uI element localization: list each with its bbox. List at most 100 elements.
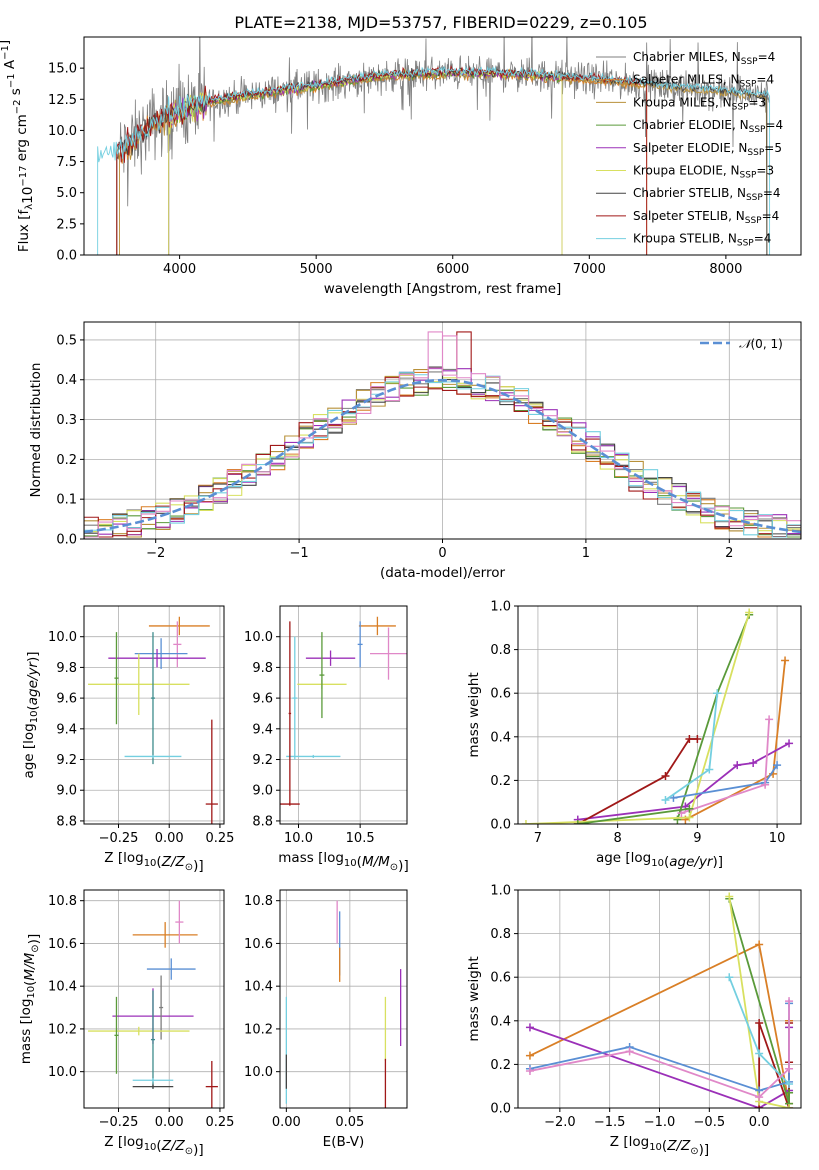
legend-entry: Salpeter MILES, NSSP=4 — [633, 73, 774, 90]
y-tick-label: 10.6 — [48, 937, 77, 952]
plus-marker — [773, 761, 782, 770]
x-tick-label: 0.0 — [749, 1115, 770, 1130]
x-tick-label: 0.25 — [205, 1115, 234, 1130]
legend-entry: Salpeter ELODIE, NSSP=5 — [633, 141, 782, 158]
errorbar-point — [319, 632, 325, 719]
normal-curve — [84, 378, 801, 534]
x-tick-label: 0.00 — [272, 1115, 301, 1130]
plot-area — [84, 331, 801, 539]
y-tick-label: 0.8 — [490, 927, 511, 942]
errorbar-point — [150, 632, 156, 765]
plus-marker — [525, 1023, 534, 1032]
x-tick-label: 7000 — [573, 262, 606, 277]
series-line — [725, 892, 794, 1108]
errorbar-point — [134, 638, 188, 669]
errorbar-point — [292, 636, 298, 760]
y-tick-label: 12.5 — [48, 93, 77, 108]
y-tick-label: 0.1 — [56, 493, 77, 508]
x-axis-label: age [log10(age/yr)] — [596, 850, 723, 870]
errorbar-point — [159, 975, 164, 1040]
x-tick-label: 6000 — [436, 262, 469, 277]
plot-area — [88, 616, 218, 824]
chart-weight_vs_Z: −2.0 −1.5 −1.0 −0.5 0.0 0.0 0.2 0.4 0.6 0.8 1.0 Z [… — [466, 884, 802, 1158]
plus-marker — [749, 758, 758, 767]
plus-marker — [781, 656, 790, 665]
errorbar-point — [205, 719, 218, 824]
chart-age_vs_Z: −0.25 0.00 0.25 8.8 9.0 9.2 9.4 9.6 9.8 10.0 Z [lo… — [21, 605, 234, 874]
series-line — [677, 715, 774, 818]
y-tick-label: 10.0 — [244, 1065, 273, 1080]
plus-marker — [685, 813, 694, 822]
chart-age_vs_mass: 10.0 10.5 8.8 9.0 9.2 9.4 9.6 9.8 10.0 mass [log1… — [244, 605, 409, 874]
errorbar-point — [88, 1026, 190, 1036]
x-tick-label: −1.5 — [594, 1115, 626, 1130]
x-tick-label: 10.0 — [284, 831, 313, 846]
plus-marker — [725, 892, 734, 901]
y-tick-label: 10.0 — [48, 124, 77, 139]
y-tick-label: 9.0 — [252, 784, 273, 799]
y-tick-label: 1.0 — [490, 600, 511, 615]
plot-area — [521, 608, 794, 824]
errorbar-point — [88, 653, 190, 715]
errorbar-point — [132, 1084, 174, 1089]
legend-entry: Chabrier MILES, NSSP=4 — [633, 50, 775, 67]
y-tick-label: 0.2 — [490, 1058, 511, 1073]
y-tick-label: 0.2 — [56, 453, 77, 468]
y-tick-label: 0.4 — [490, 730, 511, 745]
y-tick-label: 10.8 — [244, 894, 273, 909]
y-tick-label: 0.0 — [56, 249, 77, 264]
model-spectrum — [119, 69, 768, 255]
plot-area — [280, 616, 407, 806]
x-tick-label: 4000 — [163, 262, 196, 277]
plus-marker — [525, 1051, 534, 1060]
series-line — [661, 689, 722, 805]
errorbar-point — [150, 990, 156, 1089]
y-tick-label: 9.2 — [252, 753, 273, 768]
plot-area — [88, 900, 218, 1108]
y-tick-label: 1.0 — [490, 884, 511, 899]
plus-marker — [725, 973, 734, 982]
y-tick-label: 2.5 — [56, 217, 77, 232]
histogram-peak — [441, 335, 458, 372]
axes-frame — [83, 36, 802, 256]
y-tick-label: 0.0 — [490, 818, 511, 833]
series-path — [758, 1022, 790, 1108]
x-tick-label: 0 — [438, 546, 446, 561]
plus-marker — [745, 608, 754, 617]
plus-marker — [765, 715, 774, 724]
x-axis-label: (data-model)/error — [380, 565, 506, 581]
x-tick-label: 8000 — [709, 262, 742, 277]
series-line — [573, 804, 694, 824]
legend-entry: Salpeter STELIB, NSSP=4 — [633, 209, 779, 226]
y-tick-label: 10.2 — [48, 1022, 77, 1037]
y-tick-label: 9.8 — [252, 661, 273, 676]
x-tick-label: 10 — [769, 831, 786, 846]
y-tick-label: 8.8 — [56, 814, 77, 829]
y-tick-label: 9.8 — [56, 661, 77, 676]
chart-mass_vs_Z: −0.25 0.00 0.25 10.0 10.2 10.4 10.6 10.8 Z [log1… — [18, 889, 234, 1158]
x-tick-label: −2.0 — [544, 1115, 576, 1130]
axes-frame — [279, 889, 408, 1109]
legend-entry: Chabrier ELODIE, NSSP=4 — [633, 118, 783, 135]
model-spectrum — [97, 65, 771, 255]
x-tick-label: −0.25 — [99, 1115, 139, 1130]
x-tick-label: 0.00 — [155, 831, 184, 846]
chart-spectrum: 4000 5000 6000 7000 8000 0.0 2.5 5.0 7.5 10.0 12.5… — [0, 36, 802, 297]
plot-area — [525, 892, 794, 1108]
x-axis-label: Z [log10(Z/Z⊙)] — [104, 1134, 203, 1158]
x-tick-label: 9 — [693, 831, 701, 846]
axes-frame — [517, 889, 802, 1109]
y-tick-label: 10.2 — [244, 1022, 273, 1037]
plus-marker — [755, 1018, 764, 1027]
legend-entry: Kroupa STELIB, NSSP=4 — [633, 232, 771, 249]
histogram-peak — [427, 331, 444, 372]
series-line — [573, 739, 794, 824]
errorbar-point — [205, 1060, 218, 1108]
model-spectrum — [116, 64, 648, 255]
plus-marker — [685, 734, 694, 743]
y-tick-label: 0.4 — [490, 1014, 511, 1029]
figure-title: PLATE=2138, MJD=53757, FIBERID=0229, z=0… — [234, 13, 647, 32]
plot-area — [285, 900, 402, 1108]
x-tick-label: 5000 — [300, 262, 333, 277]
